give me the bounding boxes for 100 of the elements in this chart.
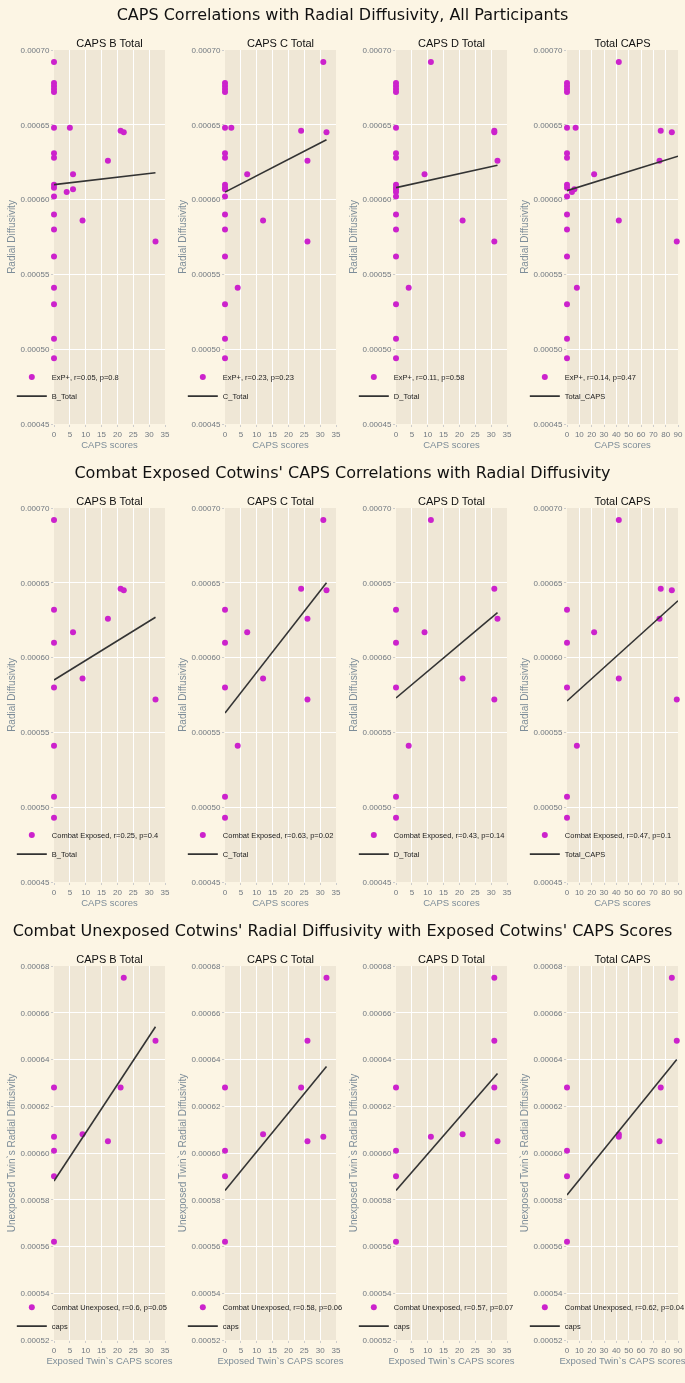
y-tick-label: 0.00060	[191, 195, 221, 205]
x-tick-label: 20	[283, 1345, 294, 1355]
y-tick-label: 0.00056	[20, 1242, 50, 1252]
x-tick-label: 40	[611, 887, 622, 897]
y-tick-label: 0.00045	[533, 419, 563, 429]
x-axis-title: Exposed Twin`s CAPS scores	[217, 1354, 344, 1366]
chart-title: Total CAPS	[594, 495, 651, 507]
y-axis-title: Unexposed Twin`s Radial Diffusivity	[177, 1073, 189, 1233]
x-axis-title: CAPS scores	[423, 896, 480, 908]
y-tick-label: 0.00062	[362, 1102, 392, 1112]
x-tick-label: 15	[97, 429, 107, 439]
y-tick-label: 0.00055	[362, 728, 392, 738]
x-tick-label: 20	[587, 429, 597, 439]
x-axis-title: CAPS scores	[81, 896, 138, 908]
text: CAPS Correlations with Radial Diffusivity, All Participants	[115, 4, 570, 26]
x-tick-label: 20	[112, 429, 123, 439]
y-tick-label: 0.00055	[20, 728, 50, 738]
y-tick-label: 0.00060	[20, 1148, 50, 1158]
x-tick-label: 90	[673, 429, 683, 439]
y-tick-label: 0.00056	[191, 1242, 221, 1252]
y-tick-label: 0.00045	[20, 877, 50, 887]
y-tick-label: 0.00055	[533, 270, 563, 280]
y-tick-label: 0.00065	[191, 578, 221, 588]
y-tick-label: 0.00055	[362, 270, 392, 280]
x-axis-title: CAPS scores	[594, 896, 651, 908]
x-tick-label: 25	[470, 887, 481, 897]
x-tick-label: 25	[299, 429, 310, 439]
y-tick-label: 0.00065	[191, 120, 221, 130]
x-tick-label: 5	[409, 1345, 415, 1355]
x-tick-label: 35	[160, 887, 170, 897]
x-tick-label: 30	[315, 1345, 326, 1355]
x-tick-label: 0	[393, 1345, 399, 1355]
x-tick-label: 25	[128, 429, 139, 439]
y-tick-label: 0.00045	[191, 419, 221, 429]
x-tick-label: 35	[502, 429, 512, 439]
x-tick-label: 20	[283, 887, 294, 897]
text: Combat Exposed Cotwins' CAPS Correlations with Radial Diffusivity	[73, 462, 612, 484]
y-tick-label: 0.00050	[362, 803, 392, 812]
x-tick-label: 90	[673, 1345, 683, 1355]
x-tick-label: 25	[128, 1345, 139, 1355]
x-tick-label: 0	[51, 887, 57, 897]
y-tick-label: 0.00056	[533, 1242, 563, 1252]
x-tick-label: 35	[331, 887, 341, 897]
chart-title: CAPS D Total	[417, 495, 486, 507]
chart-title: CAPS C Total	[246, 953, 315, 965]
x-tick-label: 5	[238, 1345, 244, 1355]
x-tick-label: 70	[648, 1345, 659, 1355]
y-tick-label: 0.00066	[362, 1008, 392, 1018]
x-tick-label: 10	[252, 429, 262, 439]
y-tick-label: 0.00050	[20, 345, 50, 354]
x-tick-label: 25	[470, 429, 481, 439]
x-tick-label: 60	[636, 1345, 646, 1355]
x-tick-label: 0	[393, 429, 399, 439]
x-tick-label: 15	[97, 1345, 107, 1355]
x-tick-label: 0	[51, 429, 57, 439]
y-tick-label: 0.00052	[362, 1335, 392, 1345]
y-tick-label: 0.00060	[191, 1148, 221, 1158]
x-tick-label: 15	[268, 429, 278, 439]
y-tick-label: 0.00058	[362, 1195, 392, 1205]
x-tick-label: 35	[331, 1345, 341, 1355]
y-tick-label: 0.00070	[362, 45, 392, 55]
y-tick-label: 0.00062	[533, 1102, 563, 1112]
x-tick-label: 25	[299, 887, 310, 897]
x-tick-label: 70	[648, 887, 659, 897]
x-tick-label: 50	[624, 887, 634, 897]
y-tick-label: 0.00066	[533, 1008, 563, 1018]
x-axis-title: CAPS scores	[81, 438, 138, 450]
x-tick-label: 25	[299, 1345, 310, 1355]
y-tick-label: 0.00068	[533, 961, 563, 971]
x-tick-label: 25	[470, 1345, 481, 1355]
chart-title: CAPS D Total	[417, 953, 486, 965]
y-axis-title: Radial Diffusivity	[348, 200, 360, 274]
y-tick-label: 0.00045	[362, 419, 392, 429]
x-tick-label: 30	[599, 1345, 609, 1355]
x-tick-label: 35	[502, 887, 512, 897]
y-tick-label: 0.00060	[20, 195, 50, 205]
y-tick-label: 0.00055	[191, 728, 221, 738]
x-tick-label: 30	[144, 429, 155, 439]
chart-title: Total CAPS	[594, 953, 651, 965]
x-tick-label: 35	[502, 1345, 512, 1355]
x-tick-label: 5	[67, 887, 73, 897]
x-tick-label: 35	[160, 429, 170, 439]
y-axis-title: Unexposed Twin`s Radial Diffusivity	[519, 1073, 531, 1233]
x-tick-label: 5	[238, 429, 244, 439]
y-tick-label: 0.00058	[20, 1195, 50, 1205]
x-tick-label: 30	[315, 429, 326, 439]
x-tick-label: 5	[67, 429, 73, 439]
chart-title: CAPS B Total	[76, 37, 143, 49]
x-tick-label: 10	[423, 1345, 433, 1355]
x-tick-label: 0	[564, 429, 570, 439]
y-tick-label: 0.00058	[533, 1195, 563, 1205]
x-tick-label: 0	[564, 887, 570, 897]
x-tick-label: 10	[81, 429, 91, 439]
x-axis-title: CAPS scores	[252, 896, 309, 908]
x-tick-label: 20	[454, 1345, 465, 1355]
y-tick-label: 0.00054	[191, 1289, 221, 1299]
y-tick-label: 0.00065	[533, 120, 563, 130]
x-tick-label: 15	[439, 429, 449, 439]
x-tick-label: 20	[283, 429, 294, 439]
x-tick-label: 0	[222, 1345, 228, 1355]
